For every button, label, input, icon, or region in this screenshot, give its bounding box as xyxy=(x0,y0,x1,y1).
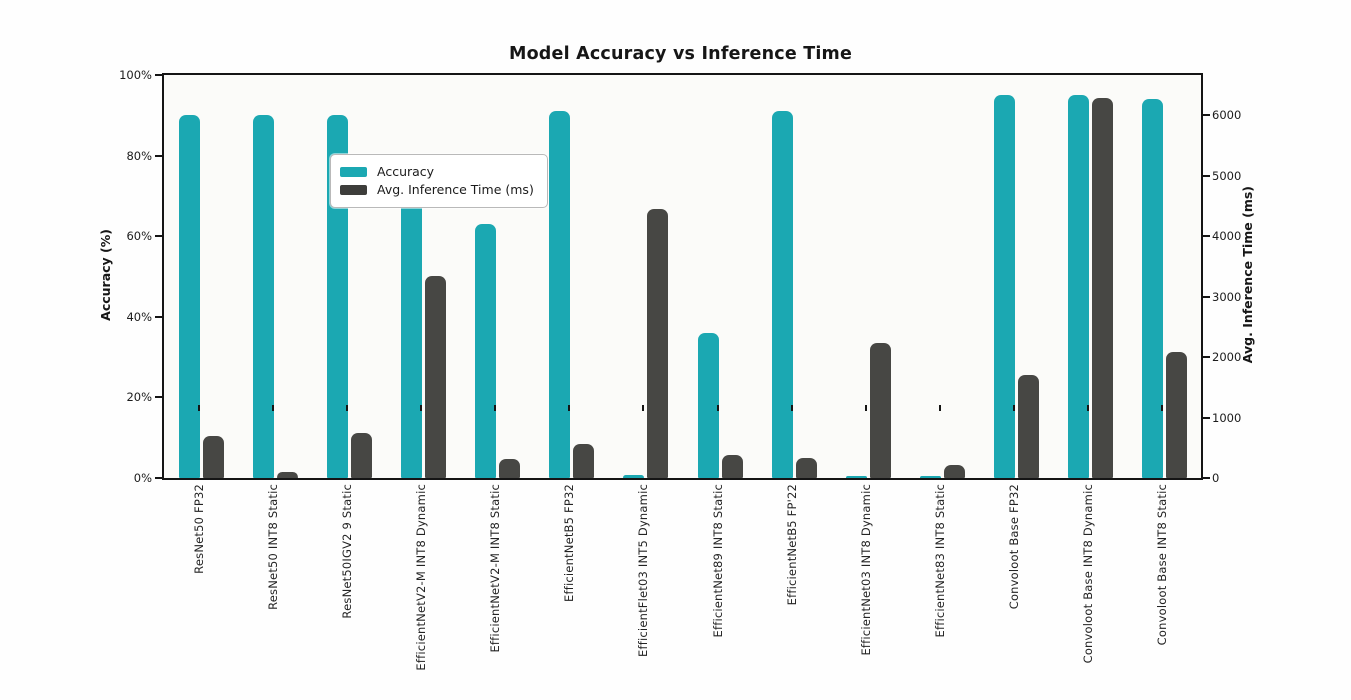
inference-time-bar xyxy=(499,459,521,478)
left-axis-tick-label: 0% xyxy=(133,471,152,485)
x-axis-tick xyxy=(642,405,645,411)
inference-time-bar xyxy=(943,464,965,478)
legend-swatch-inference-time-icon xyxy=(340,184,367,195)
x-axis-tick xyxy=(272,405,275,411)
legend-item-inference-time: Avg. Inference Time (ms) xyxy=(340,182,534,197)
x-axis-tick xyxy=(494,405,497,411)
right-axis-tick-label: 1000 xyxy=(1212,410,1242,425)
inference-time-bar xyxy=(795,458,817,478)
inference-time-bar xyxy=(1091,97,1113,478)
accuracy-bar xyxy=(697,332,719,478)
x-axis-tick xyxy=(716,405,719,411)
accuracy-bar xyxy=(475,224,497,478)
inference-time-bar xyxy=(1017,375,1039,478)
inference-time-bar xyxy=(425,275,447,478)
right-axis-tick-label: 3000 xyxy=(1212,289,1242,304)
inference-time-bar xyxy=(1165,352,1187,478)
legend-swatch-accuracy-icon xyxy=(340,166,367,177)
accuracy-bar xyxy=(401,187,423,478)
right-axis-tick-label: 2000 xyxy=(1212,350,1242,365)
x-axis-tick xyxy=(568,405,571,411)
inference-time-bar xyxy=(573,443,595,478)
right-axis-tick xyxy=(1203,174,1210,177)
left-axis-tick xyxy=(155,315,162,318)
left-axis-tick xyxy=(155,235,162,238)
accuracy-bar xyxy=(623,474,645,478)
right-axis-tick xyxy=(1203,416,1210,419)
right-axis-tick xyxy=(1203,235,1210,238)
legend-item-accuracy: Accuracy xyxy=(340,164,534,179)
left-axis-tick-label: 100% xyxy=(119,68,152,82)
x-axis-tick xyxy=(864,405,867,411)
x-axis-tick xyxy=(420,405,423,411)
accuracy-bar xyxy=(845,476,867,478)
inference-time-bar xyxy=(647,209,669,478)
right-axis-tick xyxy=(1203,114,1210,117)
right-axis-tick-label: 0 xyxy=(1212,471,1220,485)
left-axis-title: Accuracy (%) xyxy=(97,228,113,321)
left-axis-tick xyxy=(155,396,162,399)
left-axis-tick xyxy=(155,74,162,76)
accuracy-bar xyxy=(179,115,201,478)
legend-label-accuracy: Accuracy xyxy=(377,164,435,179)
inference-time-bar xyxy=(351,432,373,478)
accuracy-bar xyxy=(1141,99,1163,478)
accuracy-bar xyxy=(771,111,793,478)
left-axis-tick-label: 80% xyxy=(126,148,152,163)
accuracy-bar xyxy=(919,476,941,478)
plot-area: Accuracy Avg. Inference Time (ms) 0% 20% 4… xyxy=(119,68,1241,485)
inference-time-bar xyxy=(277,471,299,478)
chart-title: Model Accuracy vs Inference Time xyxy=(508,44,853,64)
x-axis-tick xyxy=(938,405,941,411)
right-axis-tick-label: 4000 xyxy=(1212,229,1242,244)
right-axis-tick-label: 6000 xyxy=(1212,108,1242,123)
inference-time-bar xyxy=(721,455,743,478)
legend: Accuracy Avg. Inference Time (ms) xyxy=(330,154,548,208)
right-axis-tick-label: 5000 xyxy=(1212,168,1242,183)
right-axis-tick xyxy=(1203,356,1210,359)
left-axis-tick-label: 60% xyxy=(126,229,152,244)
accuracy-bar xyxy=(993,95,1015,478)
inference-time-bar xyxy=(203,436,225,478)
x-axis-tick xyxy=(1012,405,1015,411)
inference-time-bar xyxy=(869,342,891,478)
accuracy-bar xyxy=(1067,95,1089,478)
right-axis-tick xyxy=(1203,477,1210,479)
x-axis-tick xyxy=(1086,405,1089,411)
accuracy-bar xyxy=(549,111,571,478)
right-axis-tick xyxy=(1203,295,1210,298)
x-axis-tick xyxy=(346,405,349,411)
x-axis-tick xyxy=(790,405,793,411)
x-axis-tick xyxy=(198,405,201,411)
left-axis-tick-label: 40% xyxy=(126,309,152,324)
left-axis-tick-label: 20% xyxy=(126,390,152,405)
legend-label-inference-time: Avg. Inference Time (ms) xyxy=(377,182,534,197)
left-axis-tick xyxy=(155,154,162,157)
accuracy-bar xyxy=(253,115,275,478)
left-axis-tick xyxy=(155,477,162,479)
x-axis-tick xyxy=(1160,405,1163,411)
x-axis-category-label: Convoloot Base INT8 Static xyxy=(1154,484,1169,646)
